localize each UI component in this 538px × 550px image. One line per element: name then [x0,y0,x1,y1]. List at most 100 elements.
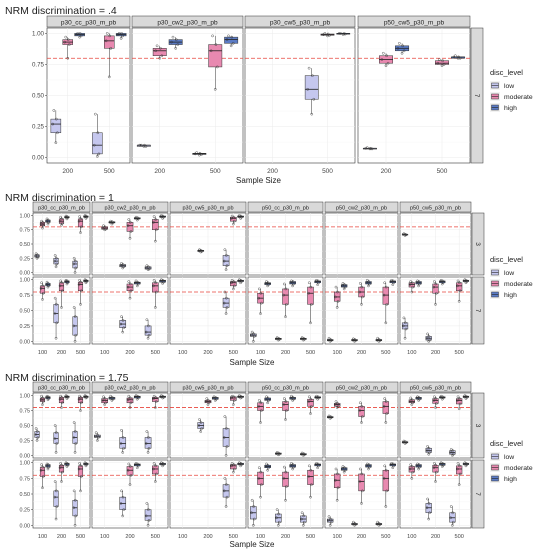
data-point [401,324,405,328]
data-point [361,415,364,418]
y-tick-label: 0.00 [20,339,31,345]
data-point [410,290,414,294]
data-point [427,502,431,505]
data-point [129,289,133,293]
data-point [230,462,234,465]
data-point [383,464,386,468]
data-point [67,43,71,46]
data-point [260,409,263,412]
data-point [152,284,155,288]
box-moderate [152,282,159,293]
legend-title: disc_level [490,68,523,77]
y-tick-label: 0.50 [20,242,31,248]
data-point [386,61,390,65]
data-point [54,265,58,269]
facet-strip [324,201,399,213]
data-point [128,406,132,409]
facet-strip-label: p50_cw5_p30_m_pb [410,206,461,212]
data-point [328,523,332,527]
data-point [74,514,78,518]
data-point [152,467,155,471]
data-point [439,461,443,465]
data-point [327,336,331,340]
data-point [457,407,461,411]
data-point [224,268,228,271]
data-point [129,230,133,233]
facet-strip-label: p30_cw2_p30_m_pb [157,20,218,27]
data-point [83,462,86,466]
data-point [121,319,125,322]
box-low [53,490,59,507]
data-point [94,434,97,438]
data-point [45,280,49,284]
data-point [396,47,400,50]
data-point [259,401,263,405]
data-point [366,278,369,282]
data-point [456,467,459,471]
data-point [200,427,203,430]
data-point [64,394,68,397]
data-point [73,259,77,263]
data-point [74,442,78,445]
data-point [79,303,82,306]
data-point [252,335,256,338]
data-point [408,283,412,286]
y-tick-label: 0.00 [20,523,31,529]
data-point [259,470,263,474]
data-point [45,217,49,221]
data-point [259,312,262,315]
x-tick-label: 500 [306,350,315,356]
data-point [144,514,148,518]
y-tick-label: 0.50 [20,424,31,430]
data-point [40,463,43,466]
data-point [45,283,48,286]
data-point [64,280,67,283]
data-point [152,278,156,282]
data-point [158,56,162,60]
data-point [96,155,99,158]
data-point [404,440,407,443]
data-point [225,306,229,309]
data-point [72,489,76,493]
data-point [152,221,155,224]
data-point [404,233,407,236]
data-point [230,278,234,282]
data-point [428,451,431,454]
facet-strip-label: p50_cw5_p30_m_pb [410,386,461,392]
data-point [126,468,130,472]
data-point [64,395,67,399]
data-point [54,256,58,260]
data-point [41,284,45,288]
data-point [225,264,229,267]
data-point [300,451,304,455]
legend-label: moderate [504,94,533,101]
box-moderate [435,60,449,65]
data-point [418,397,421,401]
data-point [384,64,388,67]
data-point [83,394,87,397]
data-point [59,215,62,219]
data-point [64,461,68,465]
x-tick-label: 200 [381,168,392,175]
data-point [147,446,151,450]
data-point [336,486,340,490]
data-point [54,431,58,434]
facet-strip-label: p50_cw5_p30_m_pb [384,20,445,27]
data-point [73,430,77,433]
data-point [282,477,285,480]
data-point [302,520,306,524]
data-point [336,402,339,405]
data-point [147,518,151,522]
data-point [120,32,123,35]
data-point [198,418,201,421]
data-point [384,468,388,472]
data-point [54,451,58,454]
data-point [302,336,305,340]
data-point [464,462,468,465]
x-tick-label: 100 [407,534,416,540]
data-point [300,511,304,515]
data-point [122,326,125,330]
data-point [416,462,419,466]
data-point [212,395,216,399]
